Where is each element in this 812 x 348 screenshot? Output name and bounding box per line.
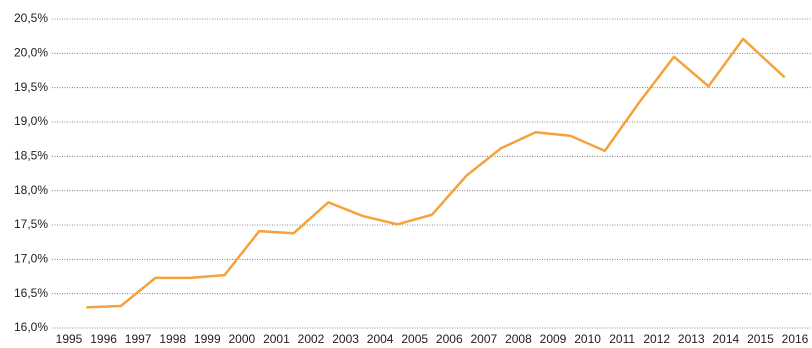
x-tick-label: 2012 [643, 332, 670, 346]
y-tick-label: 17,5% [14, 217, 48, 231]
x-tick-label: 2007 [471, 332, 498, 346]
y-tick-label: 18,5% [14, 149, 48, 163]
y-tick-label: 16,5% [14, 286, 48, 300]
x-tick-label: 2011 [609, 332, 635, 346]
x-tick-label: 2004 [367, 332, 394, 346]
x-tick-label: 2010 [574, 332, 601, 346]
y-tick-label: 19,5% [14, 80, 48, 94]
x-tick-label: 1999 [194, 332, 221, 346]
x-tick-label: 2003 [332, 332, 359, 346]
y-tick-label: 17,0% [14, 252, 48, 266]
x-tick-label: 2015 [747, 332, 774, 346]
x-tick-label: 1996 [90, 332, 117, 346]
data-line [86, 37, 786, 309]
x-tick-label: 2008 [505, 332, 532, 346]
y-tick-label: 19,0% [14, 114, 48, 128]
y-tick-label: 20,0% [14, 46, 48, 60]
x-tick-label: 2001 [263, 332, 290, 346]
x-tick-label: 1998 [159, 332, 186, 346]
y-tick-label: 16,0% [14, 320, 48, 334]
x-tick-label: 2014 [713, 332, 740, 346]
x-tick-label: 2013 [678, 332, 705, 346]
x-tick-label: 2002 [298, 332, 325, 346]
x-tick-label: 2016 [782, 332, 809, 346]
x-tick-label: 2000 [229, 332, 256, 346]
x-tick-label: 1995 [56, 332, 83, 346]
x-tick-label: 2005 [401, 332, 428, 346]
x-tick-label: 1997 [125, 332, 152, 346]
y-tick-label: 18,0% [14, 183, 48, 197]
y-tick-label: 20,5% [14, 11, 48, 25]
x-tick-label: 2009 [540, 332, 567, 346]
x-tick-label: 2006 [436, 332, 463, 346]
